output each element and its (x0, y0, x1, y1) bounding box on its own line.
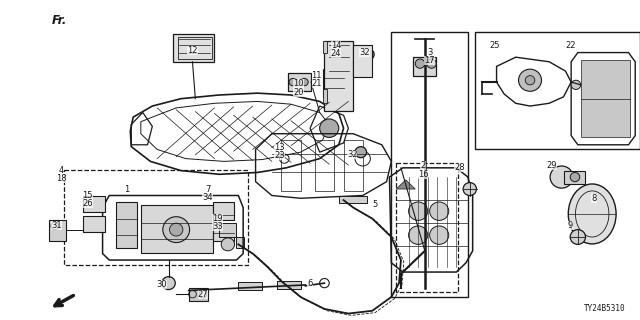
Text: 30: 30 (157, 280, 167, 290)
Text: 23: 23 (274, 151, 285, 160)
Text: 14: 14 (331, 41, 341, 50)
Polygon shape (580, 60, 630, 137)
Bar (475, 32, 640, 149)
Circle shape (570, 172, 580, 182)
Circle shape (289, 78, 297, 86)
Bar (392, 32, 468, 297)
Text: 29: 29 (547, 161, 557, 170)
Text: 6: 6 (307, 279, 313, 288)
Circle shape (319, 119, 339, 137)
Bar (323, 90, 327, 103)
Bar (323, 69, 338, 97)
Text: 31: 31 (51, 221, 62, 230)
Bar (238, 282, 262, 290)
Bar (83, 196, 104, 212)
Circle shape (163, 217, 189, 243)
Text: 32: 32 (347, 149, 358, 158)
Bar (173, 34, 214, 62)
Text: 1: 1 (124, 185, 129, 194)
Circle shape (550, 166, 573, 188)
Text: 20: 20 (293, 88, 304, 97)
Text: 21: 21 (312, 79, 322, 88)
Bar (236, 237, 244, 248)
Circle shape (570, 230, 586, 244)
Text: 26: 26 (82, 199, 93, 208)
Bar (339, 196, 367, 203)
Text: TY24B5310: TY24B5310 (584, 304, 626, 313)
Text: 18: 18 (56, 174, 67, 183)
Text: 19: 19 (212, 214, 223, 223)
Circle shape (427, 59, 436, 68)
Bar (276, 281, 301, 289)
Bar (344, 140, 363, 191)
Circle shape (162, 277, 175, 290)
Circle shape (415, 59, 425, 68)
Bar (413, 57, 436, 76)
Bar (49, 220, 67, 241)
Text: 3: 3 (427, 48, 432, 57)
Text: 34: 34 (202, 193, 213, 202)
Circle shape (429, 226, 449, 244)
Bar (323, 42, 327, 52)
Ellipse shape (568, 184, 616, 244)
Bar (83, 216, 104, 232)
Text: Fr.: Fr. (52, 13, 67, 27)
Circle shape (525, 76, 535, 85)
Text: 9: 9 (568, 221, 573, 230)
Text: 4: 4 (59, 166, 64, 175)
Text: 16: 16 (418, 170, 428, 179)
Text: 11: 11 (312, 71, 322, 80)
Text: 2: 2 (420, 162, 426, 171)
Bar (65, 170, 248, 265)
Text: 27: 27 (198, 290, 208, 299)
Text: 33: 33 (212, 222, 223, 231)
Bar (220, 223, 236, 237)
Text: 7: 7 (205, 185, 211, 194)
Circle shape (363, 49, 374, 60)
Circle shape (355, 147, 367, 158)
Text: 10: 10 (293, 79, 304, 88)
Bar (116, 202, 137, 248)
Text: 25: 25 (490, 41, 500, 50)
Circle shape (301, 78, 308, 86)
Bar (315, 140, 334, 191)
Circle shape (408, 202, 428, 220)
Text: 32: 32 (359, 48, 370, 57)
Circle shape (170, 223, 183, 236)
Text: 15: 15 (82, 191, 93, 200)
Bar (141, 205, 212, 253)
Text: 28: 28 (454, 163, 465, 172)
Bar (178, 37, 212, 59)
Text: 22: 22 (565, 41, 575, 50)
Text: 8: 8 (591, 194, 596, 203)
Bar (563, 171, 584, 183)
Circle shape (408, 226, 428, 244)
Bar (189, 288, 208, 300)
Circle shape (463, 183, 477, 196)
Bar (212, 202, 234, 220)
Text: 17: 17 (424, 56, 435, 65)
Polygon shape (396, 180, 415, 189)
Circle shape (221, 238, 234, 251)
Text: 13: 13 (274, 143, 285, 152)
Bar (288, 73, 311, 91)
Circle shape (571, 80, 580, 90)
Text: 24: 24 (331, 49, 341, 58)
Text: 12: 12 (188, 46, 198, 55)
Bar (353, 45, 372, 77)
Bar (282, 140, 301, 191)
Bar (324, 42, 353, 111)
Bar (396, 163, 458, 292)
Circle shape (429, 202, 449, 220)
Circle shape (518, 69, 541, 91)
Bar (212, 224, 234, 241)
Text: 5: 5 (372, 200, 378, 209)
